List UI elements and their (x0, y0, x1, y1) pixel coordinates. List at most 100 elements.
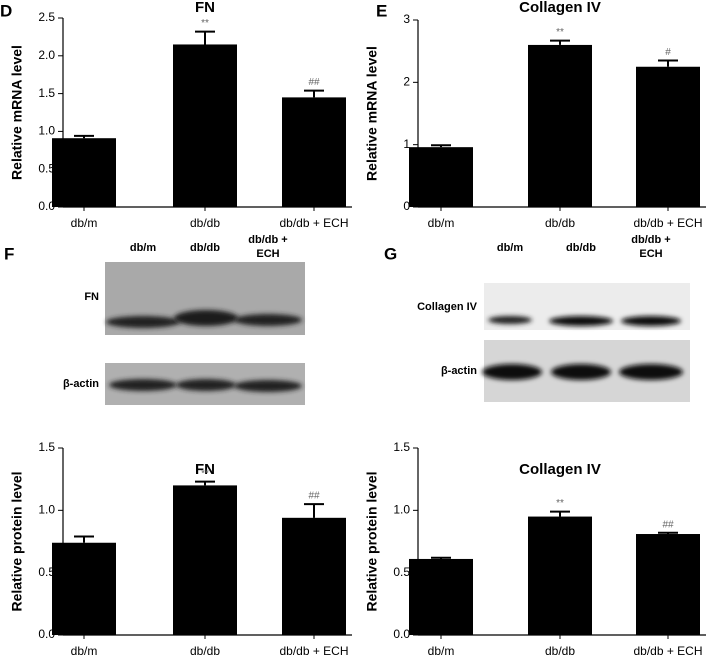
y-tick-label: 0.0 (38, 199, 55, 213)
y-tick-label: 3 (403, 12, 410, 26)
x-tick-label: db/db + ECH (633, 216, 702, 230)
y-tick-label: 0 (403, 199, 410, 213)
bar (636, 66, 700, 207)
significance-mark: ## (662, 519, 674, 530)
blot-band (106, 316, 180, 328)
bar (52, 138, 116, 207)
significance-mark: ## (308, 491, 320, 502)
lane-label: ECH (256, 248, 279, 260)
blot-band (234, 314, 302, 326)
blot-band (549, 316, 613, 326)
bar (173, 44, 237, 208)
y-tick-label: 0.5 (38, 565, 55, 579)
x-tick-label: db/db (545, 644, 575, 655)
lane-label: db/db (190, 242, 220, 254)
y-tick-label: 0.0 (393, 627, 410, 641)
y-tick-label: 1.0 (38, 503, 55, 517)
y-tick-label: 1.0 (38, 124, 55, 138)
blot-band (174, 310, 238, 326)
blot-band (234, 380, 302, 392)
error-bar (74, 535, 94, 543)
chart-title: FN (195, 461, 215, 478)
y-tick-label: 0.5 (393, 565, 410, 579)
bar (528, 44, 592, 207)
panel-letter: D (0, 1, 12, 20)
blot-band (488, 316, 532, 324)
lane-label: ECH (639, 248, 662, 260)
significance-mark: ## (308, 77, 320, 88)
x-tick-label: db/m (428, 216, 455, 230)
blot-band (109, 379, 177, 391)
row-label: Collagen IV (417, 301, 478, 313)
error-bar (431, 556, 451, 559)
bar (636, 534, 700, 635)
lane-label: db/m (130, 242, 156, 254)
blot-band (482, 364, 542, 380)
x-tick-label: db/m (428, 644, 455, 655)
bar (52, 542, 116, 635)
y-tick-label: 0.0 (38, 627, 55, 641)
y-axis-label: Relative protein level (9, 471, 25, 611)
x-tick-label: db/m (71, 644, 98, 655)
y-tick-label: 1.5 (38, 86, 55, 100)
blot-band (621, 316, 681, 326)
lane-label: db/m (497, 242, 523, 254)
row-label: FN (84, 291, 99, 303)
x-tick-label: db/db + ECH (279, 216, 348, 230)
significance-mark: ** (556, 27, 564, 38)
x-tick-label: db/db + ECH (633, 644, 702, 655)
error-bar (658, 531, 678, 535)
lane-label: db/db + (248, 234, 287, 246)
blot-band (176, 379, 236, 391)
error-bar (74, 134, 94, 139)
x-tick-label: db/db (190, 216, 220, 230)
y-tick-label: 0.5 (38, 161, 55, 175)
bar (528, 516, 592, 635)
error-bar (304, 89, 324, 98)
error-bar (658, 59, 678, 67)
x-tick-label: db/m (71, 216, 98, 230)
x-tick-label: db/db (545, 216, 575, 230)
x-tick-label: db/db + ECH (279, 644, 348, 655)
row-label: β-actin (63, 378, 99, 390)
y-tick-label: 2.0 (38, 48, 55, 62)
blot-g (482, 283, 690, 402)
error-bar (304, 503, 324, 518)
error-bar (431, 144, 451, 148)
y-tick-label: 1.0 (393, 503, 410, 517)
y-tick-label: 2 (403, 75, 410, 89)
bar (282, 97, 346, 207)
blot-f (105, 262, 305, 405)
bar (409, 558, 473, 635)
significance-mark: # (665, 47, 671, 58)
blot-band (551, 364, 611, 380)
significance-mark: ** (201, 18, 209, 29)
y-tick-label: 2.5 (38, 10, 55, 24)
x-tick-label: db/db (190, 644, 220, 655)
error-bar (195, 30, 215, 45)
y-tick-label: 1.5 (393, 440, 410, 454)
lane-label: db/db (566, 242, 596, 254)
panel-letter: G (384, 244, 397, 263)
error-bar (550, 510, 570, 517)
chart-title: Collagen IV (519, 0, 601, 16)
significance-mark: ** (201, 468, 209, 479)
row-label: β-actin (441, 365, 477, 377)
y-tick-label: 1.5 (38, 440, 55, 454)
y-tick-label: 1 (403, 137, 410, 151)
error-bar (550, 39, 570, 45)
bar (173, 485, 237, 635)
panel-letter: E (376, 1, 387, 20)
bar (282, 517, 346, 635)
lane-label: db/db + (631, 234, 670, 246)
y-axis-label: Relative protein level (364, 471, 380, 611)
y-axis-label: Relative mRNA level (364, 46, 380, 181)
bar (409, 147, 473, 207)
panel-letter: F (4, 244, 14, 263)
blot-band (619, 364, 683, 380)
chart-title: FN (195, 0, 215, 16)
chart-title: Collagen IV (519, 461, 601, 478)
significance-mark: ** (556, 498, 564, 509)
y-axis-label: Relative mRNA level (9, 45, 25, 180)
